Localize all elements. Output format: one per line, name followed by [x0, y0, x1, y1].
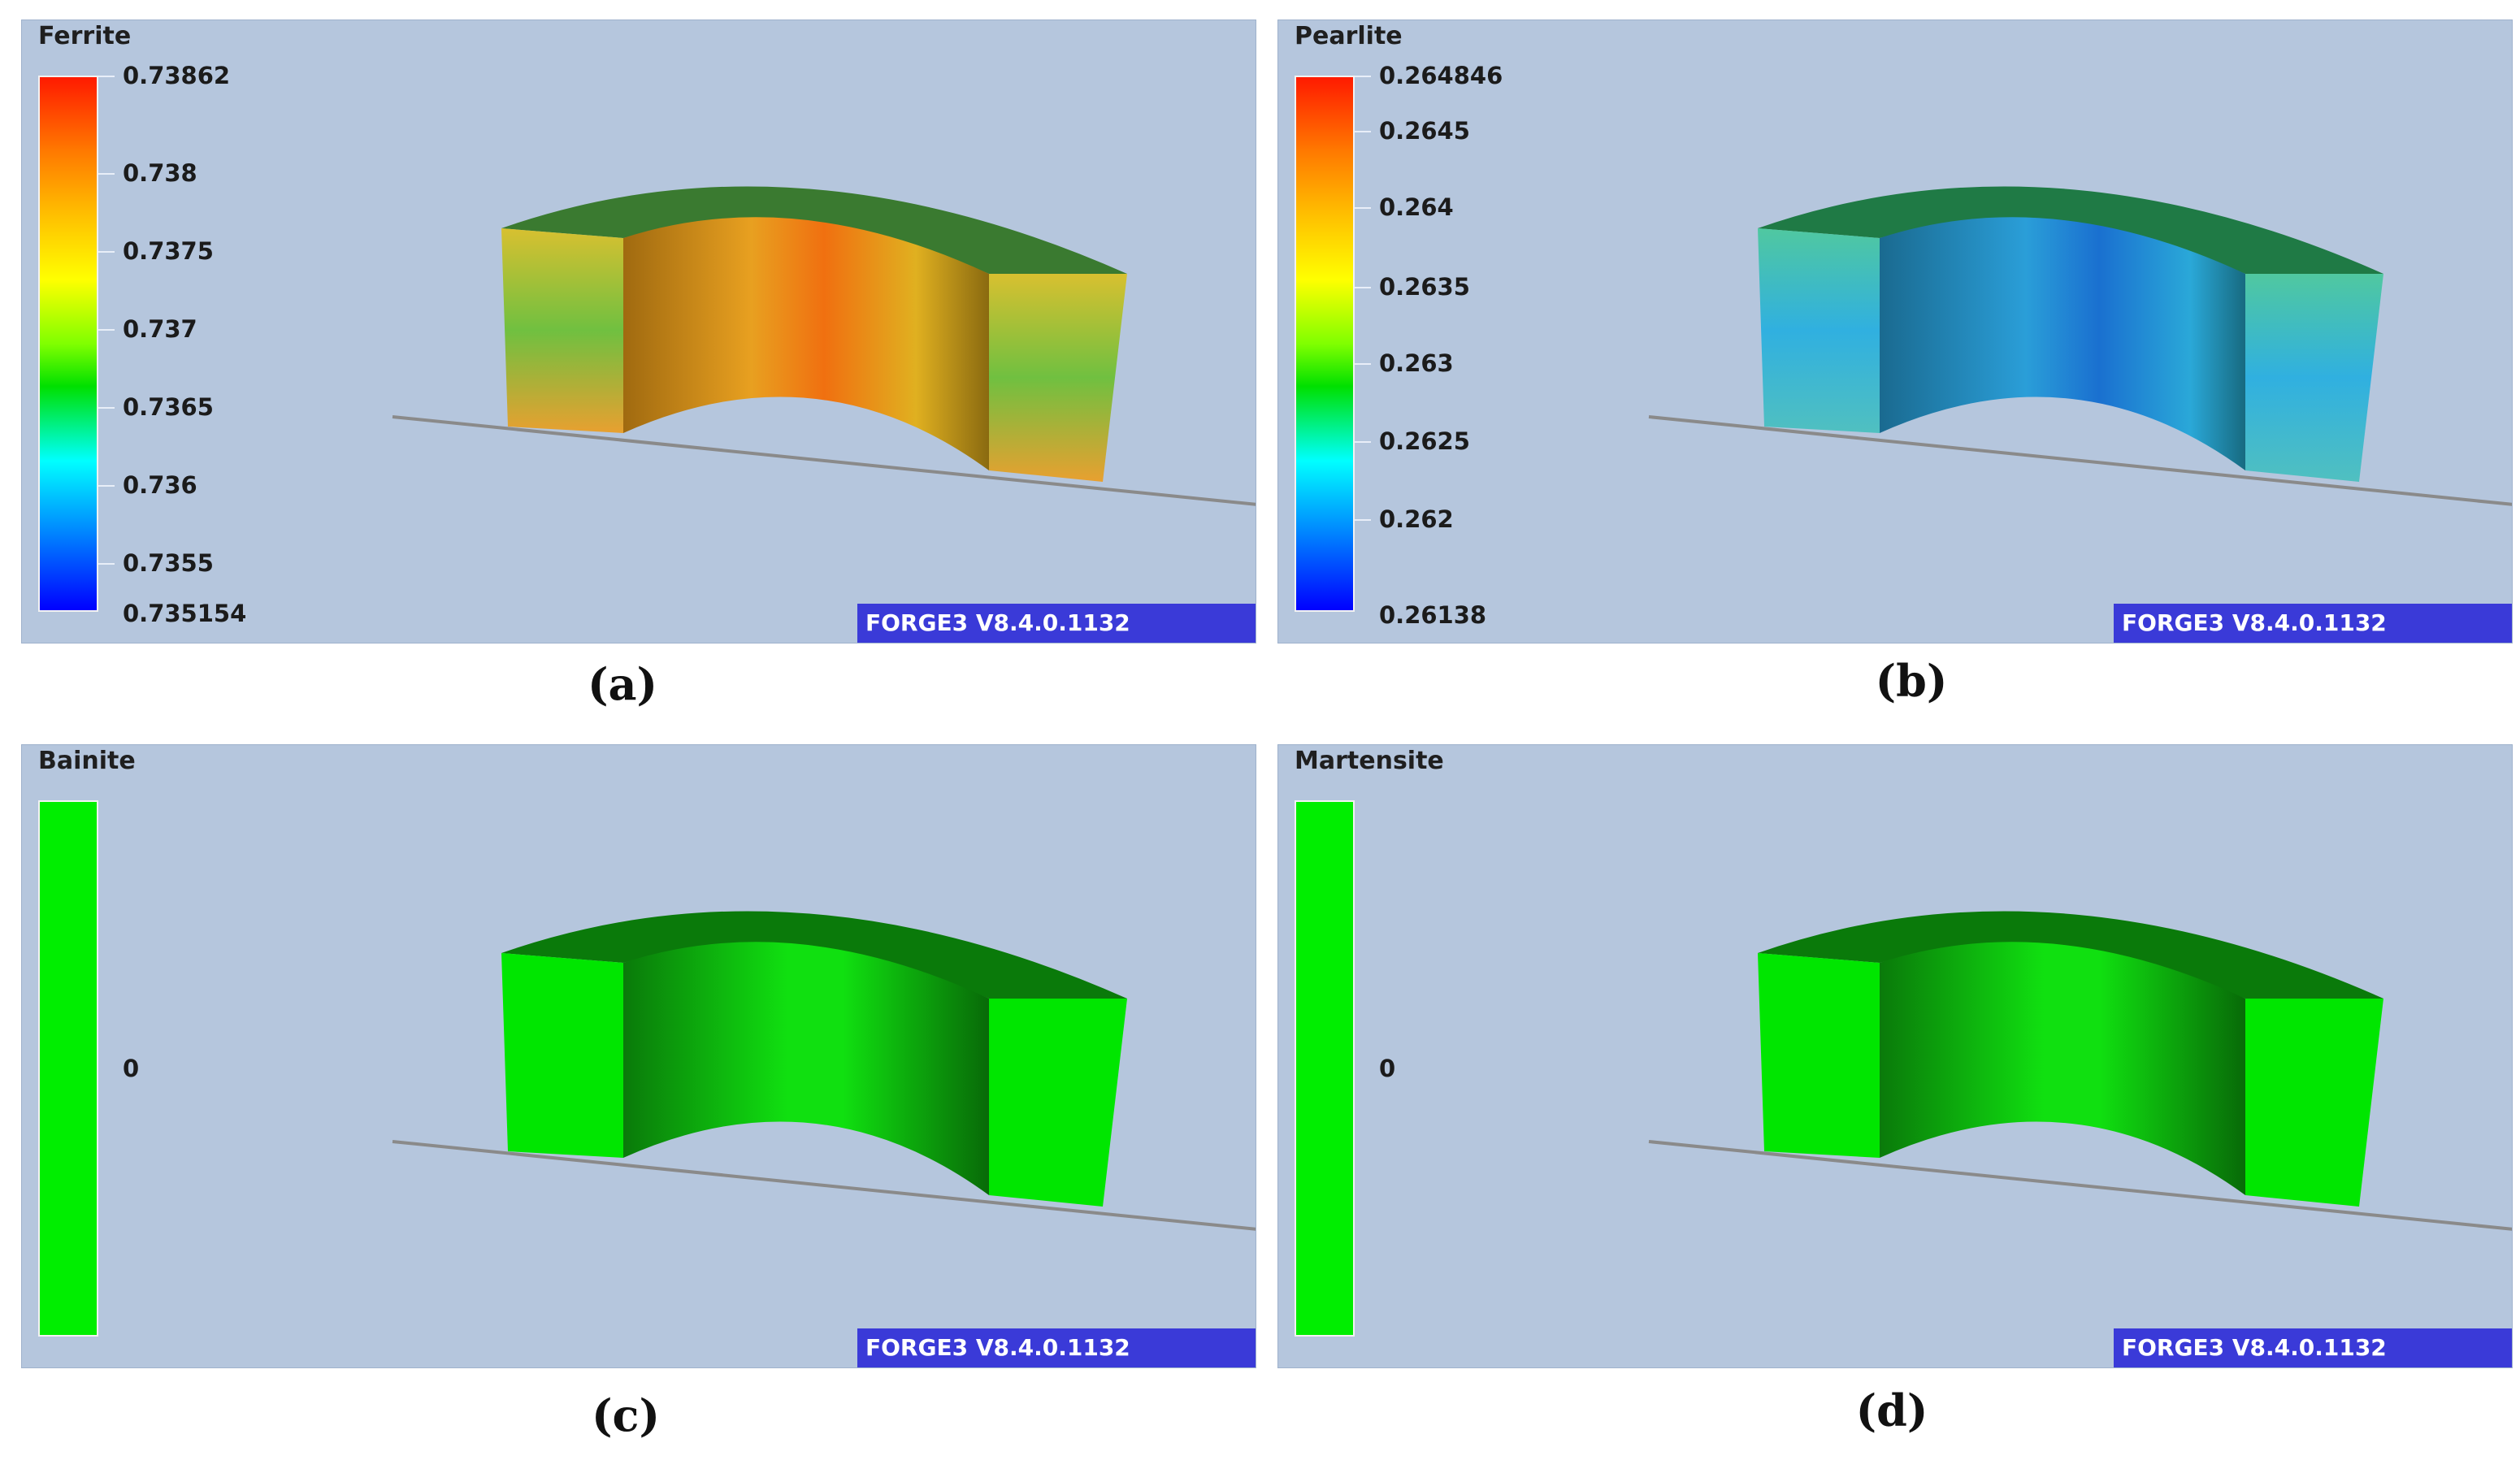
legend-tick: [98, 563, 115, 565]
legend-label: 0: [1379, 1055, 1396, 1082]
bainite-panel: Bainite 0 FORGE3 V8.4.0.1132: [21, 744, 1256, 1368]
color-legend-bar: [38, 800, 98, 1337]
panel-caption: (a): [587, 658, 658, 710]
legend-max-label: 0.73862: [123, 62, 231, 89]
legend-tick: [98, 76, 115, 77]
panel-caption: (b): [1875, 655, 1948, 707]
software-version-label: FORGE3 V8.4.0.1132: [2114, 1328, 2512, 1367]
panel-caption: (c): [592, 1389, 660, 1441]
legend-min-label: 0.735154: [123, 600, 247, 627]
ring-top-face: [501, 186, 1127, 274]
ring-inner-surface: [1880, 942, 2245, 1195]
ring-cut-face-left: [1758, 228, 1880, 433]
legend-label: 0.736: [123, 471, 197, 499]
ring-3d-view: [392, 911, 1256, 1231]
ground-line: [392, 415, 1256, 506]
legend-label: 0.262: [1379, 505, 1454, 533]
legend-label: 0: [123, 1055, 140, 1082]
legend-label: 0.2635: [1379, 273, 1470, 301]
ring-inner-surface: [623, 942, 989, 1195]
ring-top-face: [1758, 186, 2383, 274]
legend-tick: [98, 485, 115, 487]
ring-cut-face-right: [989, 999, 1127, 1207]
legend-label: 0.2625: [1379, 427, 1470, 455]
field-title: Ferrite: [38, 22, 132, 50]
ring-inner-surface: [623, 217, 989, 470]
panel-caption: (d): [1855, 1384, 1928, 1436]
legend-label: 0.2645: [1379, 117, 1470, 145]
color-legend-bar: [38, 76, 98, 612]
software-version-label: FORGE3 V8.4.0.1132: [857, 604, 1256, 643]
color-legend-bar: [1295, 76, 1355, 612]
field-title: Martensite: [1295, 747, 1444, 775]
ring-cut-face-right: [2245, 274, 2383, 482]
legend-max-label: 0.264846: [1379, 62, 1503, 89]
ring-cut-face-left: [1758, 953, 1880, 1158]
ring-inner-surface: [1880, 217, 2245, 470]
ring-cut-face-left: [501, 228, 623, 433]
ground-line: [392, 1140, 1256, 1231]
legend-label: 0.263: [1379, 349, 1454, 377]
software-version-label: FORGE3 V8.4.0.1132: [2114, 604, 2512, 643]
ring-top-face: [1758, 911, 2383, 999]
legend-tick: [1355, 441, 1371, 443]
software-version-label: FORGE3 V8.4.0.1132: [857, 1328, 1256, 1367]
field-title: Bainite: [38, 747, 136, 775]
ring-top-face: [501, 911, 1127, 999]
ring-3d-view: [1648, 911, 2512, 1231]
legend-min-label: 0.26138: [1379, 601, 1487, 629]
field-title: Pearlite: [1295, 22, 1403, 50]
legend-tick: [98, 173, 115, 175]
color-legend-bar: [1295, 800, 1355, 1337]
legend-label: 0.7365: [123, 393, 214, 421]
legend-label: 0.7355: [123, 549, 214, 577]
ring-cut-face-left: [501, 953, 623, 1158]
legend-label: 0.738: [123, 159, 197, 187]
ring-3d-view: [1648, 186, 2512, 506]
legend-tick: [98, 407, 115, 409]
legend-tick: [1355, 287, 1371, 288]
ring-cut-face-right: [989, 274, 1127, 482]
ground-line: [1648, 415, 2512, 506]
legend-tick: [98, 251, 115, 253]
ferrite-panel: Ferrite 0.73862 0.738 0.7375 0.737 0.736…: [21, 20, 1256, 644]
legend-label: 0.7375: [123, 237, 214, 265]
legend-tick: [1355, 131, 1371, 132]
legend-tick: [1355, 76, 1371, 77]
ground-line: [1648, 1140, 2512, 1231]
legend-tick: [1355, 519, 1371, 521]
ring-3d-view: [392, 186, 1256, 506]
legend-label: 0.737: [123, 315, 197, 343]
legend-tick: [98, 329, 115, 331]
pearlite-panel: Pearlite 0.264846 0.2645 0.264 0.2635 0.…: [1277, 20, 2513, 644]
legend-label: 0.264: [1379, 193, 1454, 221]
legend-tick: [1355, 207, 1371, 209]
martensite-panel: Martensite 0 FORGE3 V8.4.0.1132: [1277, 744, 2513, 1368]
legend-tick: [1355, 363, 1371, 365]
ring-cut-face-right: [2245, 999, 2383, 1207]
